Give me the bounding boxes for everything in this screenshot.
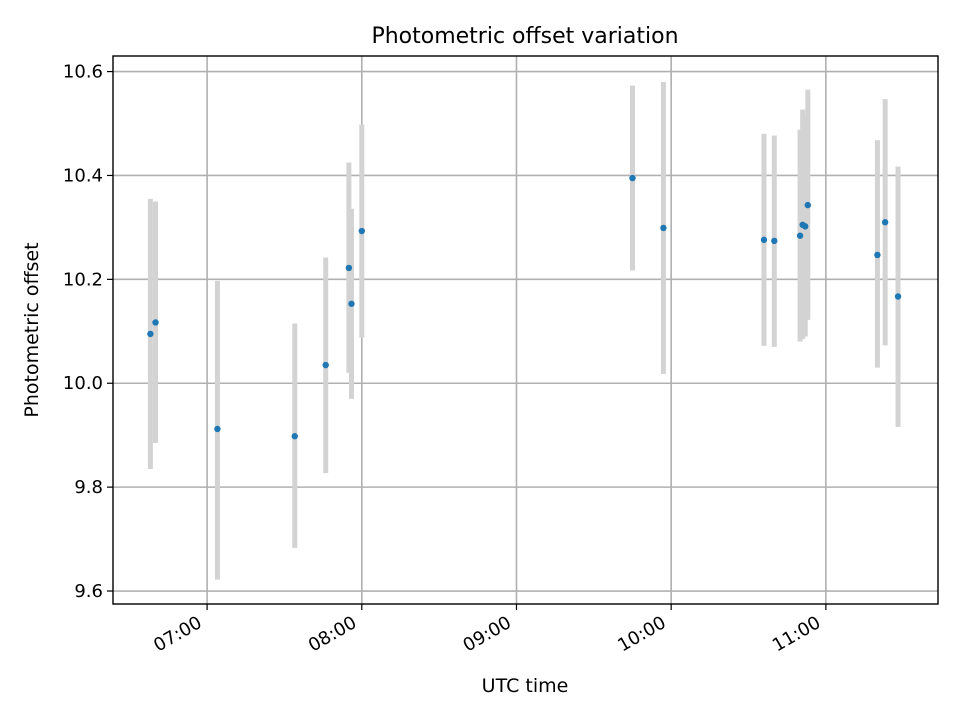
data-point <box>760 236 768 244</box>
data-point <box>147 330 154 338</box>
chart-title: Photometric offset variation <box>371 24 678 49</box>
data-point <box>881 219 889 226</box>
y-axis-label: Photometric offset <box>21 242 43 417</box>
data-point <box>291 433 298 440</box>
data-point <box>796 232 804 239</box>
data-point <box>345 264 353 272</box>
data-point <box>804 201 812 209</box>
y-tick-label: 10.0 <box>63 373 103 394</box>
data-point <box>214 425 221 433</box>
data-point <box>802 223 809 230</box>
point-layer <box>147 174 902 440</box>
plot-frame <box>112 55 939 605</box>
data-point <box>874 251 881 259</box>
x-axis-label: UTC time <box>482 675 569 697</box>
y-tick-label: 10.4 <box>63 165 103 186</box>
data-point <box>358 227 365 235</box>
data-point <box>629 174 636 182</box>
data-point <box>348 300 355 307</box>
y-tick-label: 9.6 <box>74 581 103 602</box>
data-point <box>894 293 902 300</box>
y-tick-label: 9.8 <box>74 477 103 498</box>
y-tick-label: 10.6 <box>63 62 103 83</box>
data-point <box>771 237 778 245</box>
data-point <box>660 224 667 232</box>
data-point <box>322 361 329 369</box>
y-tick-label: 10.2 <box>63 269 103 290</box>
data-point <box>152 319 159 326</box>
